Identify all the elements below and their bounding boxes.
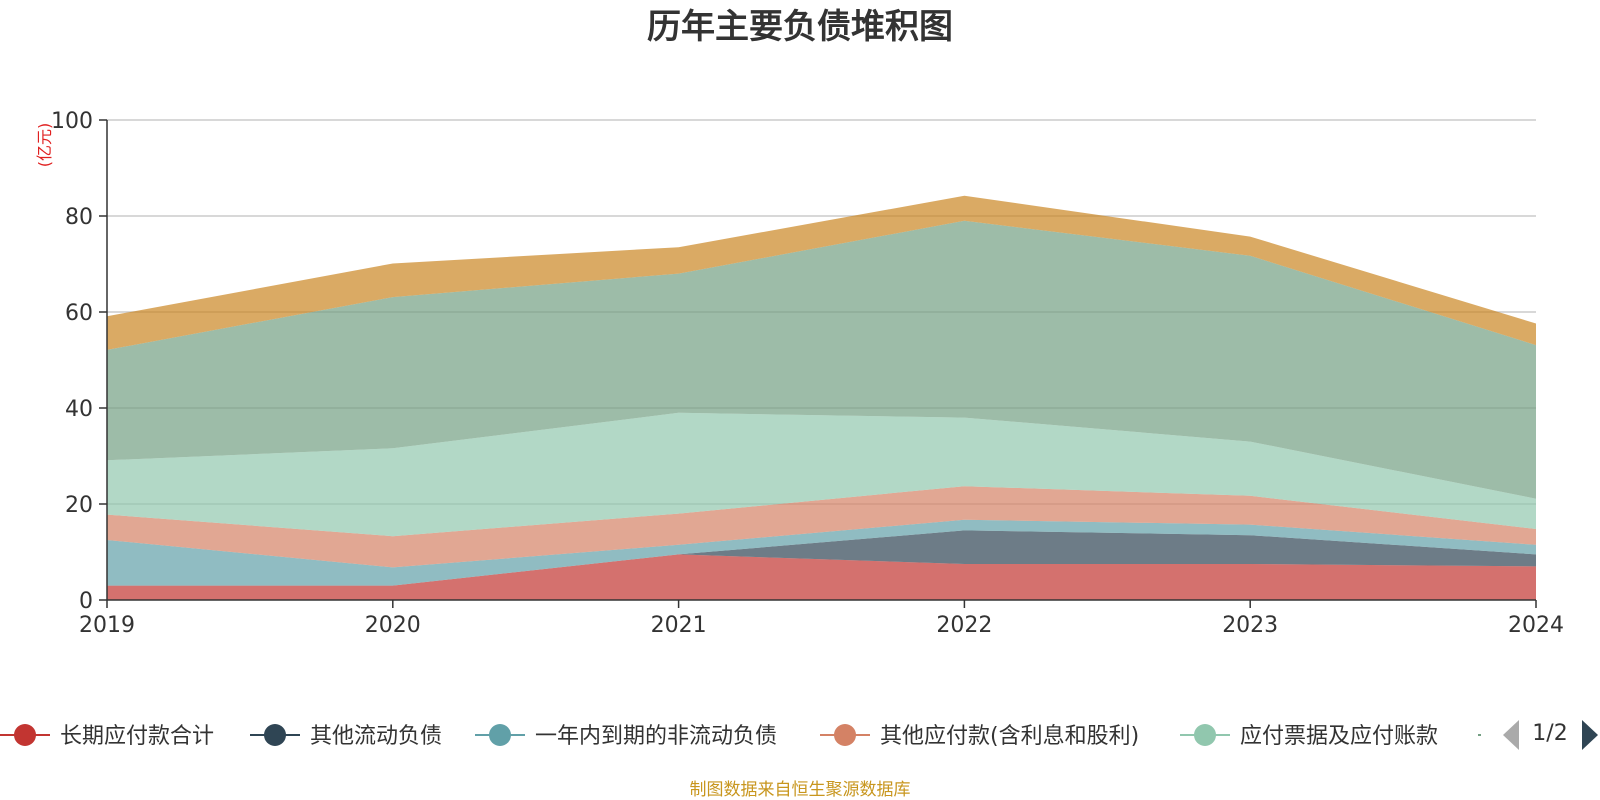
legend-circle-icon xyxy=(834,724,856,746)
legend-item-3[interactable]: 其他应付款(含利息和股利) xyxy=(820,724,1139,749)
area-series-group xyxy=(107,195,1536,600)
legend-circle-icon xyxy=(264,724,286,746)
chart-title: 历年主要负债堆积图 xyxy=(647,7,953,47)
y-tick-label: 80 xyxy=(65,205,93,230)
area-series-3 xyxy=(107,486,1536,568)
data-source-note: 制图数据来自恒生聚源数据库 xyxy=(690,780,911,800)
legend-circle-icon xyxy=(14,724,36,746)
y-tick-label: 100 xyxy=(51,109,93,134)
area-series-6 xyxy=(107,195,1536,350)
x-tick-label: 2019 xyxy=(79,613,135,638)
x-tick-label: 2023 xyxy=(1222,613,1278,638)
area-series-2 xyxy=(107,519,1536,586)
x-tick-label: 2024 xyxy=(1508,613,1564,638)
y-axis-unit: (亿元) xyxy=(35,123,54,168)
legend-circle-icon xyxy=(1194,724,1216,746)
legend-item-2[interactable]: 一年内到期的非流动负债 xyxy=(475,724,777,749)
area-series-5 xyxy=(107,220,1536,499)
x-tick-label: 2020 xyxy=(365,613,421,638)
legend-label: 其他应付款(含利息和股利) xyxy=(880,724,1139,749)
area-series-4 xyxy=(107,412,1536,537)
legend-item-4[interactable]: 应付票据及应付账款 xyxy=(1180,724,1438,749)
area-series-0 xyxy=(107,554,1536,600)
x-tick-label: 2022 xyxy=(936,613,992,638)
area-series-1 xyxy=(107,530,1536,586)
legend-label: 其他流动负债 xyxy=(310,724,442,749)
legend-label: 长期应付款合计 xyxy=(60,724,214,749)
legend-item-1[interactable]: 其他流动负债 xyxy=(250,724,442,749)
legend-circle-icon xyxy=(489,724,511,746)
legend-prev-page-icon[interactable] xyxy=(1503,720,1519,750)
y-tick-label: 0 xyxy=(79,589,93,614)
legend: 长期应付款合计 其他流动负债 一年内到期的非流动负债 其他应付款(含利息和股利) 应付票… xyxy=(0,724,1481,749)
y-tick-label: 40 xyxy=(65,397,93,422)
y-tick-label: 20 xyxy=(65,493,93,518)
legend-next-page-icon[interactable] xyxy=(1582,720,1598,750)
axes: 0 20 40 60 80 100 2019 2020 2021 2022 2023 2024 xyxy=(51,109,1564,638)
y-tick-label: 60 xyxy=(65,301,93,326)
legend-label: 应付票据及应付账款 xyxy=(1240,724,1438,749)
legend-page-indicator: 1/2 xyxy=(1532,721,1567,746)
legend-item-0[interactable]: 长期应付款合计 xyxy=(0,724,214,749)
x-tick-label: 2021 xyxy=(651,613,707,638)
legend-label: 一年内到期的非流动负债 xyxy=(535,724,777,749)
